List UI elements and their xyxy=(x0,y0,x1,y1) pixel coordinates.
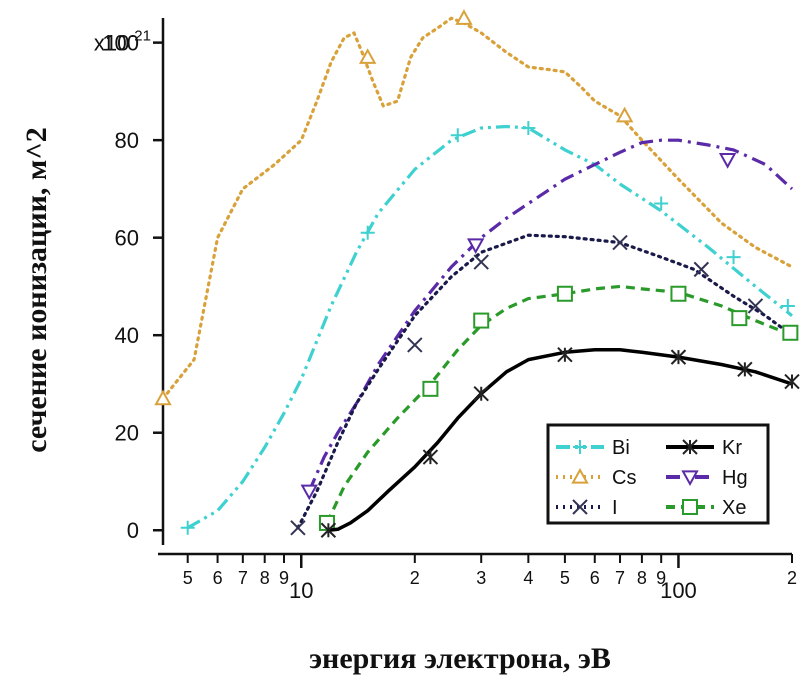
marker-asterisk xyxy=(670,349,687,365)
x-minor-tick-label: 5 xyxy=(560,568,570,588)
y-tick-label: 80 xyxy=(115,128,139,153)
marker-square xyxy=(682,499,698,515)
y-multiplier-label: x10-21 xyxy=(94,28,151,56)
x-minor-tick-label: 8 xyxy=(260,568,270,588)
x-minor-tick-label: 7 xyxy=(238,568,248,588)
x-minor-tick-label: 9 xyxy=(656,568,666,588)
series-i xyxy=(290,233,794,536)
marker-asterisk xyxy=(737,361,753,378)
marker-plus xyxy=(726,250,741,265)
x-major-tick-label: 100 xyxy=(660,578,697,603)
x-minor-tick-label: 2 xyxy=(787,568,797,588)
marker-triangle-up xyxy=(455,9,473,25)
legend-label: Bi xyxy=(612,437,630,459)
y-axis-title: сечение ионизации, м^2 xyxy=(20,127,53,453)
y-tick-label: 20 xyxy=(115,421,139,446)
marker-cross xyxy=(572,499,588,515)
series-line-i xyxy=(296,233,794,530)
marker-plus xyxy=(654,196,669,211)
legend-item-cs: Cs xyxy=(556,467,636,489)
marker-square xyxy=(782,324,799,341)
marker-triangle-down xyxy=(300,484,318,501)
x-minor-tick-label: 7 xyxy=(615,568,625,588)
marker-triangle-down xyxy=(466,238,485,255)
x-minor-tick-label: 6 xyxy=(213,568,223,588)
x-minor-tick-label: 3 xyxy=(476,568,486,588)
series-line-xe xyxy=(325,284,793,524)
x-minor-tick-label: 6 xyxy=(590,568,600,588)
y-tick-label: 0 xyxy=(127,518,139,543)
legend-item-i: I xyxy=(556,497,618,519)
x-major-tick-label: 10 xyxy=(289,578,313,603)
legend-label: Xe xyxy=(722,497,746,519)
marker-triangle-down xyxy=(681,470,699,487)
marker-plus xyxy=(780,298,795,313)
x-minor-tick-label: 4 xyxy=(523,568,533,588)
series-line-cs xyxy=(161,16,794,401)
marker-square xyxy=(556,285,573,302)
marker-plus xyxy=(521,120,536,135)
x-minor-tick-label: 9 xyxy=(279,568,289,588)
marker-square xyxy=(670,285,687,302)
marker-asterisk xyxy=(784,373,800,390)
y-tick-label: 40 xyxy=(115,323,139,348)
legend-label: Hg xyxy=(722,467,748,489)
marker-asterisk xyxy=(422,449,439,465)
marker-triangle-up xyxy=(615,106,634,123)
legend: Bi Cs I Kr Hg Xe xyxy=(546,423,770,525)
marker-asterisk xyxy=(682,439,698,455)
marker-asterisk xyxy=(320,522,337,538)
y-tick-label: 100 xyxy=(102,31,139,56)
marker-triangle-up xyxy=(154,389,172,406)
marker-cross xyxy=(290,520,306,536)
x-minor-tick-label: 8 xyxy=(637,568,647,588)
marker-plus xyxy=(573,440,587,454)
marker-triangle-up xyxy=(571,467,589,484)
marker-asterisk xyxy=(557,346,573,363)
marker-plus xyxy=(450,128,465,143)
series-bi xyxy=(180,120,795,535)
marker-triangle-up xyxy=(358,48,377,64)
y-tick-label: 60 xyxy=(115,226,139,251)
marker-cross xyxy=(747,298,764,314)
marker-square xyxy=(473,312,490,329)
marker-triangle-down xyxy=(718,153,737,169)
marker-square xyxy=(731,310,748,327)
marker-cross xyxy=(407,337,423,353)
series-layer xyxy=(154,9,800,538)
legend-label: I xyxy=(612,497,618,519)
marker-cross xyxy=(473,254,489,270)
legend-item-bi: Bi xyxy=(556,437,630,459)
legend-item-kr: Kr xyxy=(666,437,742,459)
series-line-hg xyxy=(307,138,794,492)
series-hg xyxy=(300,138,794,501)
marker-cross xyxy=(612,234,628,251)
marker-plus xyxy=(180,520,195,535)
marker-cross xyxy=(693,261,710,278)
legend-item-xe: Xe xyxy=(666,497,746,519)
x-axis-title: энергия электрона, эВ xyxy=(309,642,611,675)
series-line-bi xyxy=(186,124,793,530)
series-kr xyxy=(320,346,800,538)
legend-label: Cs xyxy=(612,467,636,489)
legend-label: Kr xyxy=(722,437,742,459)
x-minor-tick-label: 2 xyxy=(410,568,420,588)
marker-plus xyxy=(360,225,375,240)
marker-square xyxy=(422,380,439,397)
series-cs xyxy=(154,9,794,406)
x-minor-tick-label: 5 xyxy=(183,568,193,588)
marker-asterisk xyxy=(473,386,489,402)
legend-item-hg: Hg xyxy=(666,467,748,489)
